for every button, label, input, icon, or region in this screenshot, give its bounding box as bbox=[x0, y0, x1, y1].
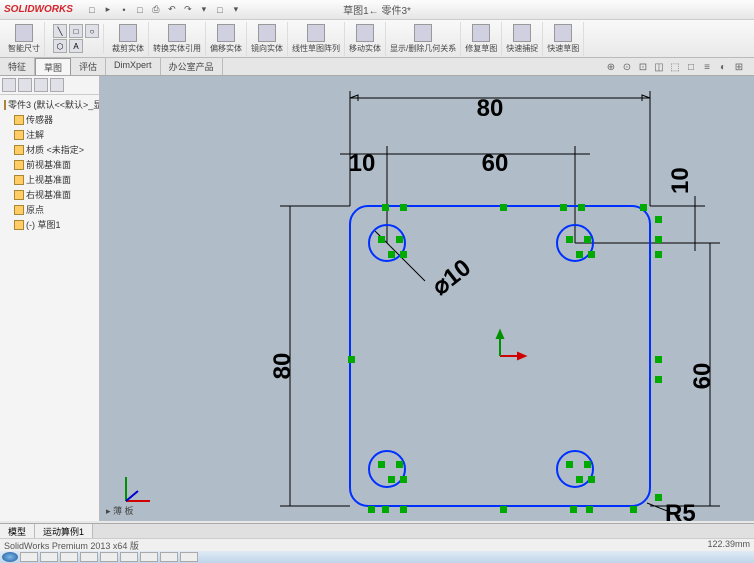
taskbar-app-button[interactable] bbox=[120, 552, 138, 562]
dim-radius[interactable]: R5 bbox=[665, 500, 696, 521]
qat-button[interactable]: • bbox=[117, 3, 131, 17]
bottom-tabs: 模型运动算例1 bbox=[0, 523, 754, 538]
bottom-tab[interactable]: 模型 bbox=[0, 524, 35, 538]
feature-tree: 零件3 (默认<<默认>_显示状态 传感器注解材质 <未指定>前视基准面上视基准… bbox=[0, 95, 99, 521]
ribbon-group-button[interactable]: 修复草图 bbox=[461, 22, 502, 56]
windows-taskbar bbox=[0, 551, 754, 563]
taskbar-app-button[interactable] bbox=[160, 552, 178, 562]
taskbar-app-button[interactable] bbox=[80, 552, 98, 562]
graphics-canvas[interactable]: 80 60 10 10 60 80 ⌀10 R5 ▸ 薄 板 bbox=[100, 76, 754, 521]
command-tab[interactable]: 办公室产品 bbox=[161, 58, 223, 75]
property-tab-icon[interactable] bbox=[18, 78, 32, 92]
view-tool-icon[interactable]: ◐ bbox=[716, 60, 730, 74]
sketch-tool-button[interactable]: □ bbox=[69, 24, 83, 38]
dim-60-top[interactable]: 60 bbox=[482, 150, 509, 177]
taskbar-app-button[interactable] bbox=[60, 552, 78, 562]
tree-node[interactable]: 传感器 bbox=[12, 112, 97, 127]
view-toolbar: ⊕⊙⊡◫⬚□≡◐⊞ bbox=[604, 60, 746, 74]
dim-diameter[interactable]: ⌀10 bbox=[427, 254, 476, 301]
taskbar-app-button[interactable] bbox=[100, 552, 118, 562]
smart-dimension-button[interactable]: 智能尺寸 bbox=[4, 22, 45, 56]
sketch-tool-button[interactable]: ⬡ bbox=[53, 39, 67, 53]
status-left: SolidWorks Premium 2013 x64 版 bbox=[4, 539, 139, 551]
command-tab[interactable]: DimXpert bbox=[106, 58, 161, 75]
panel-tab-icons bbox=[0, 76, 99, 95]
sketch-tool-button[interactable]: ╲ bbox=[53, 24, 67, 38]
quick-access-toolbar: □▸•□⎙↶↷▾□▾ bbox=[85, 3, 243, 17]
ribbon-group-button[interactable]: 移动实体 bbox=[345, 22, 386, 56]
view-triad bbox=[118, 469, 158, 509]
ribbon-group-button[interactable]: 转换实体引用 bbox=[149, 22, 206, 56]
tree-node[interactable]: 右视基准面 bbox=[12, 187, 97, 202]
constraint-markers bbox=[348, 204, 662, 513]
qat-button[interactable]: □ bbox=[133, 3, 147, 17]
tree-node[interactable]: 前视基准面 bbox=[12, 157, 97, 172]
dim-10-top[interactable]: 10 bbox=[349, 150, 376, 177]
tree-node[interactable]: 材质 <未指定> bbox=[12, 142, 97, 157]
qat-button[interactable]: ▾ bbox=[197, 3, 211, 17]
taskbar-app-button[interactable] bbox=[40, 552, 58, 562]
taskbar-app-button[interactable] bbox=[20, 552, 38, 562]
ribbon-group-button[interactable]: 线性草图阵列 bbox=[288, 22, 345, 56]
display-tab-icon[interactable] bbox=[50, 78, 64, 92]
window-title: 草图1← 零件3* bbox=[343, 2, 411, 17]
ribbon-group-button[interactable]: 镜向实体 bbox=[247, 22, 288, 56]
sketch-drawing: 80 60 10 10 60 80 ⌀10 R5 bbox=[100, 76, 754, 521]
qat-button[interactable]: ⎙ bbox=[149, 3, 163, 17]
status-right: 122.39mm bbox=[707, 539, 750, 551]
qat-button[interactable]: ↶ bbox=[165, 3, 179, 17]
ribbon: 智能尺寸 ╲□○ ⬡A 裁剪实体转换实体引用偏移实体镜向实体线性草图阵列移动实体… bbox=[0, 20, 754, 58]
taskbar-app-button[interactable] bbox=[140, 552, 158, 562]
bottom-tab[interactable]: 运动算例1 bbox=[35, 524, 93, 538]
sketch-origin bbox=[497, 331, 525, 359]
ribbon-group-button[interactable]: 快速捕捉 bbox=[502, 22, 543, 56]
main-area: 零件3 (默认<<默认>_显示状态 传感器注解材质 <未指定>前视基准面上视基准… bbox=[0, 76, 754, 521]
command-tab[interactable]: 特征 bbox=[0, 58, 35, 75]
tree-node[interactable]: 上视基准面 bbox=[12, 172, 97, 187]
view-tool-icon[interactable]: ⊡ bbox=[636, 60, 650, 74]
view-tool-icon[interactable]: ≡ bbox=[700, 60, 714, 74]
dim-80-left[interactable]: 80 bbox=[269, 353, 296, 380]
ribbon-group-button[interactable]: 偏移实体 bbox=[206, 22, 247, 56]
qat-button[interactable]: □ bbox=[213, 3, 227, 17]
tree-root[interactable]: 零件3 (默认<<默认>_显示状态 bbox=[2, 97, 97, 112]
tree-tab-icon[interactable] bbox=[2, 78, 16, 92]
sketch-tool-button[interactable]: A bbox=[69, 39, 83, 53]
dim-10-right[interactable]: 10 bbox=[667, 167, 694, 194]
command-tab[interactable]: 草图 bbox=[35, 58, 71, 75]
ribbon-group-button[interactable]: 快速草图 bbox=[543, 22, 584, 56]
qat-button[interactable]: ▸ bbox=[101, 3, 115, 17]
sketch-entity-tools: ╲□○ ⬡A bbox=[49, 24, 104, 53]
view-tool-icon[interactable]: ◫ bbox=[652, 60, 666, 74]
hole-circle bbox=[557, 451, 593, 487]
tree-node[interactable]: 原点 bbox=[12, 202, 97, 217]
dim-80-top[interactable]: 80 bbox=[477, 95, 504, 122]
hole-circle bbox=[369, 451, 405, 487]
qat-button[interactable]: □ bbox=[85, 3, 99, 17]
app-logo: SOLIDWORKS bbox=[4, 4, 73, 15]
start-button[interactable] bbox=[2, 552, 18, 562]
status-bar: SolidWorks Premium 2013 x64 版 122.39mm bbox=[0, 538, 754, 551]
ribbon-group-button[interactable]: 裁剪实体 bbox=[108, 22, 149, 56]
tree-node[interactable]: 注解 bbox=[12, 127, 97, 142]
qat-button[interactable]: ▾ bbox=[229, 3, 243, 17]
ribbon-group-button[interactable]: 显示/删除几何关系 bbox=[386, 22, 461, 56]
dim-60-right[interactable]: 60 bbox=[689, 363, 716, 390]
command-tab[interactable]: 评估 bbox=[71, 58, 106, 75]
tree-node[interactable]: (-) 草图1 bbox=[12, 217, 97, 232]
view-tool-icon[interactable]: ⊙ bbox=[620, 60, 634, 74]
feature-tree-panel: 零件3 (默认<<默认>_显示状态 传感器注解材质 <未指定>前视基准面上视基准… bbox=[0, 76, 100, 521]
config-tab-icon[interactable] bbox=[34, 78, 48, 92]
view-tool-icon[interactable]: ⊕ bbox=[604, 60, 618, 74]
taskbar-app-button[interactable] bbox=[180, 552, 198, 562]
sketch-tool-button[interactable]: ○ bbox=[85, 24, 99, 38]
qat-button[interactable]: ↷ bbox=[181, 3, 195, 17]
view-tool-icon[interactable]: □ bbox=[684, 60, 698, 74]
view-tool-icon[interactable]: ⬚ bbox=[668, 60, 682, 74]
title-bar: SOLIDWORKS □▸•□⎙↶↷▾□▾ 草图1← 零件3* bbox=[0, 0, 754, 20]
view-tool-icon[interactable]: ⊞ bbox=[732, 60, 746, 74]
